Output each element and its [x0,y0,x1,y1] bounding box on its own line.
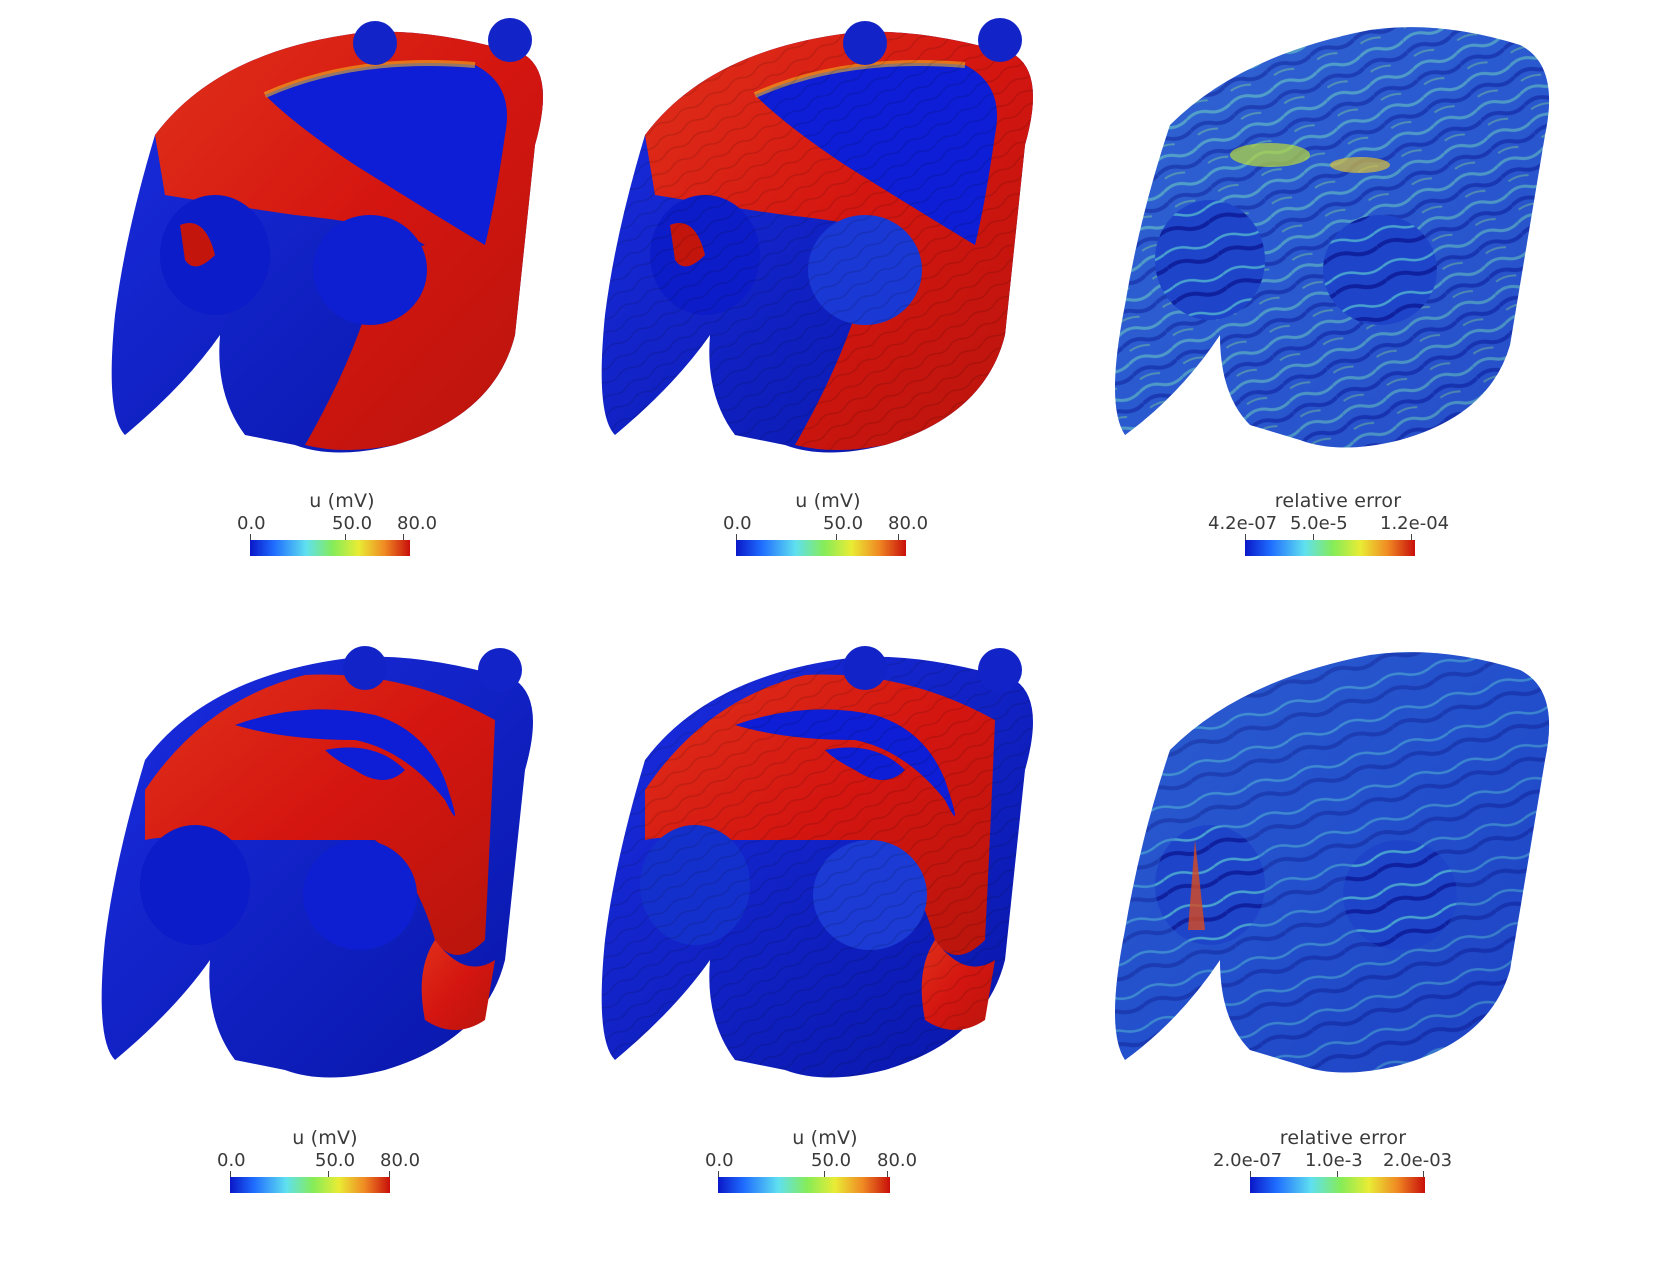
colorbar-title: u (mV) [795,490,861,512]
tickmark [824,1171,825,1181]
tickmark [403,534,404,544]
tickmark [230,1171,231,1181]
tickmark [1423,1171,1424,1181]
tick-label: 0.0 [217,1150,246,1171]
colorbar-ramp [230,1177,390,1193]
tick-label: 1.2e-04 [1380,513,1450,534]
colorbar-title: relative error [1274,490,1402,512]
colorbar-ramp [736,540,906,556]
panel-u-row2-col1 [85,640,605,1140]
colorbar-ramp [1245,540,1415,556]
colorbar-ramp [718,1177,890,1193]
panel-u-row1-col1 [95,15,615,515]
heart-surface [111,18,544,453]
tickmark [389,1171,390,1181]
colorbar-title: relative error [1279,1127,1407,1149]
heart-surface [1115,652,1550,1073]
tick-label: 2.0e-07 [1213,1150,1283,1171]
colorbar: u (mV) 0.0 50.0 80.0 [708,490,948,570]
tick-label: 50.0 [823,513,864,534]
colorbar-title: u (mV) [309,490,375,512]
tickmark [345,534,346,544]
colorbar: u (mV) 0.0 50.0 80.0 [222,490,462,570]
tick-label: 0.0 [705,1150,734,1171]
tickmark [1245,534,1246,544]
tick-label: 50.0 [811,1150,852,1171]
tick-label: 0.0 [237,513,266,534]
tick-label: 80.0 [397,513,438,534]
tick-label: 50.0 [332,513,373,534]
tick-label: 80.0 [380,1150,421,1171]
tick-label: 50.0 [315,1150,356,1171]
tickmark [1313,534,1314,544]
tick-label: 0.0 [723,513,752,534]
heart-surface [601,646,1033,1078]
tickmark [1250,1171,1251,1181]
colorbar: relative error 2.0e-07 1.0e-3 2.0e-03 [1213,1127,1473,1207]
colorbar: u (mV) 0.0 50.0 80.0 [205,1127,445,1207]
tickmark [887,1171,888,1181]
colorbar-ramp [1250,1177,1425,1193]
colorbar-ramp [250,540,410,556]
tick-label: 80.0 [877,1150,918,1171]
tickmark [1337,1171,1338,1181]
colorbar-title: u (mV) [792,1127,858,1149]
tickmark [836,534,837,544]
tickmark [898,534,899,544]
panel-error-row1-col3 [1100,15,1620,515]
colorbar: relative error 4.2e-07 5.0e-5 1.2e-04 [1208,490,1468,570]
heart-surface [101,646,534,1078]
panel-error-row2-col3 [1100,640,1620,1140]
tick-label: 2.0e-03 [1383,1150,1453,1171]
colorbar-title: u (mV) [292,1127,358,1149]
tickmark [736,534,737,544]
panel-u-row1-col2 [585,15,1105,515]
heart-surface [1115,27,1550,448]
colorbar: u (mV) 0.0 50.0 80.0 [705,1127,945,1207]
panel-u-row2-col2 [585,640,1105,1140]
tickmark [718,1171,719,1181]
tick-label: 1.0e-3 [1305,1150,1363,1171]
tick-label: 5.0e-5 [1290,513,1348,534]
tick-label: 4.2e-07 [1208,513,1278,534]
tickmark [250,534,251,544]
tickmark [1411,534,1412,544]
tick-label: 80.0 [888,513,929,534]
heart-surface [601,18,1033,453]
tickmark [328,1171,329,1181]
